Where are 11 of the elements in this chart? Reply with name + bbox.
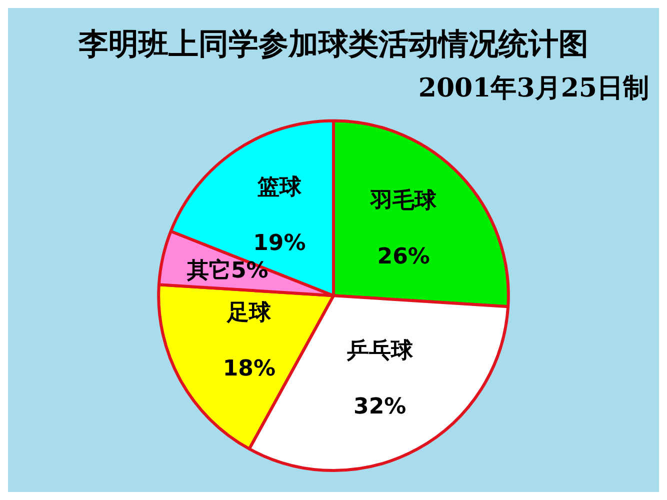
- data-label: 26%: [377, 244, 430, 270]
- data-label: 19%: [253, 230, 306, 256]
- chart-subtitle: 2001年3月25日制: [418, 73, 649, 104]
- slice-label: 足球: [226, 300, 272, 326]
- slice-label: 其它5%: [186, 258, 268, 284]
- slice-label: 乒乓球: [346, 338, 414, 364]
- data-label: 18%: [222, 356, 276, 382]
- slice-label: 篮球: [256, 174, 302, 200]
- chart-title: 李明班上同学参加球类活动情况统计图: [78, 26, 588, 62]
- slice-label: 羽毛球: [370, 188, 438, 214]
- data-label: 32%: [354, 394, 406, 420]
